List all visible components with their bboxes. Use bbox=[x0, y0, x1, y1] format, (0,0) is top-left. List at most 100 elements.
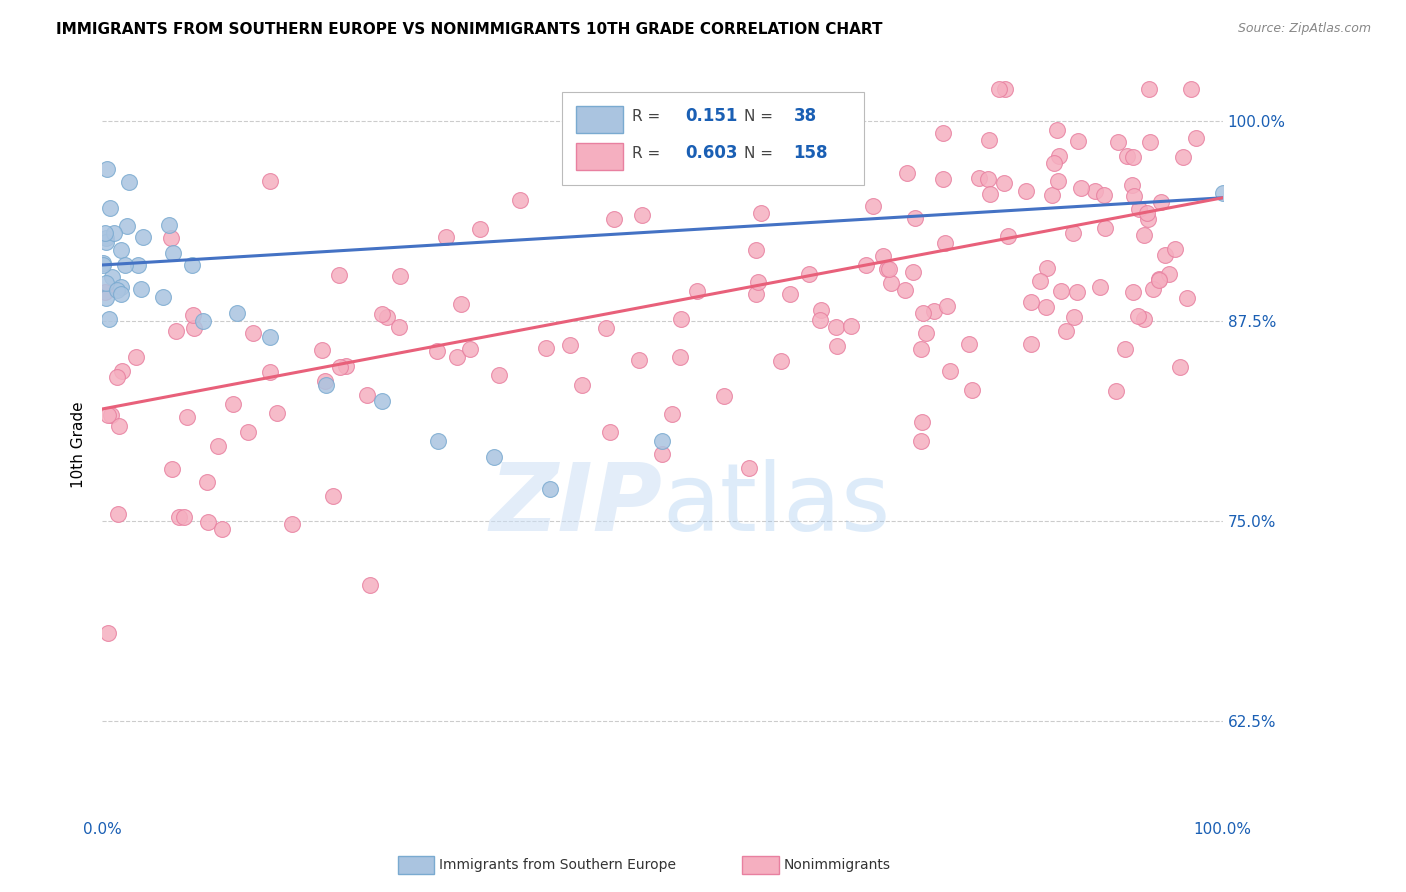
Point bbox=[1149, 194, 1171, 209]
Text: N =: N = bbox=[744, 145, 773, 161]
Point bbox=[446, 350, 468, 364]
Point bbox=[458, 342, 481, 356]
Point bbox=[1090, 279, 1112, 293]
Point bbox=[100, 270, 122, 285]
Point bbox=[977, 133, 1000, 147]
Point bbox=[356, 388, 378, 402]
Point bbox=[388, 268, 411, 283]
Point bbox=[180, 258, 202, 272]
Point bbox=[1137, 82, 1160, 96]
Point bbox=[876, 262, 898, 277]
Point bbox=[934, 236, 956, 251]
Point bbox=[1066, 285, 1088, 299]
Point bbox=[957, 337, 980, 351]
Text: IMMIGRANTS FROM SOUTHERN EUROPE VS NONIMMIGRANTS 10TH GRADE CORRELATION CHART: IMMIGRANTS FROM SOUTHERN EUROPE VS NONIM… bbox=[56, 22, 883, 37]
Point bbox=[375, 310, 398, 324]
Point bbox=[1067, 134, 1090, 148]
Point bbox=[281, 517, 304, 532]
Text: 0.151: 0.151 bbox=[685, 107, 737, 125]
Point bbox=[335, 359, 357, 374]
Text: Source: ZipAtlas.com: Source: ZipAtlas.com bbox=[1237, 22, 1371, 36]
Point bbox=[159, 218, 181, 232]
Point bbox=[914, 326, 936, 341]
Point bbox=[236, 425, 259, 440]
Point bbox=[434, 229, 457, 244]
Point bbox=[993, 176, 1015, 190]
Point bbox=[98, 312, 121, 326]
Point bbox=[160, 462, 183, 476]
Point bbox=[93, 256, 115, 270]
Point bbox=[894, 283, 917, 297]
Point bbox=[242, 326, 264, 340]
Point bbox=[1036, 260, 1059, 275]
Point bbox=[165, 324, 187, 338]
Point bbox=[651, 447, 673, 461]
Point bbox=[1175, 291, 1198, 305]
Point bbox=[1128, 202, 1150, 216]
Point bbox=[107, 418, 129, 433]
Point bbox=[1105, 384, 1128, 398]
Point bbox=[720, 152, 742, 166]
Point bbox=[1168, 359, 1191, 374]
Point bbox=[799, 268, 821, 282]
Point bbox=[1028, 274, 1050, 288]
Point bbox=[987, 82, 1010, 96]
Point bbox=[896, 166, 918, 180]
Point bbox=[903, 265, 925, 279]
Point bbox=[96, 161, 118, 176]
Point bbox=[1147, 272, 1170, 286]
Point bbox=[94, 231, 117, 245]
Point bbox=[222, 397, 245, 411]
Point bbox=[1114, 342, 1136, 356]
Point bbox=[388, 320, 411, 334]
Point bbox=[1133, 312, 1156, 326]
Point bbox=[183, 321, 205, 335]
Point bbox=[1107, 136, 1129, 150]
Point bbox=[877, 262, 900, 277]
Point bbox=[935, 299, 957, 313]
Text: Immigrants from Southern Europe: Immigrants from Southern Europe bbox=[439, 858, 676, 872]
Point bbox=[197, 515, 219, 529]
Text: 0.603: 0.603 bbox=[685, 145, 737, 162]
Point bbox=[1054, 324, 1077, 338]
Point bbox=[176, 410, 198, 425]
Point bbox=[1046, 174, 1069, 188]
Point bbox=[1136, 211, 1159, 226]
Point bbox=[1021, 294, 1043, 309]
Point bbox=[669, 351, 692, 365]
Point bbox=[825, 339, 848, 353]
Point bbox=[1154, 248, 1177, 262]
Point bbox=[779, 286, 801, 301]
Text: Nonimmigrants: Nonimmigrants bbox=[783, 858, 890, 872]
Point bbox=[1043, 156, 1066, 170]
Point bbox=[484, 450, 506, 464]
Point bbox=[538, 482, 561, 496]
Point bbox=[810, 302, 832, 317]
Point bbox=[266, 406, 288, 420]
Point bbox=[810, 313, 832, 327]
Point bbox=[939, 364, 962, 378]
Point bbox=[1171, 150, 1194, 164]
Point bbox=[686, 285, 709, 299]
Point bbox=[770, 354, 793, 368]
Point bbox=[1015, 184, 1038, 198]
Point bbox=[651, 434, 673, 448]
Point bbox=[1122, 150, 1144, 164]
Point bbox=[669, 311, 692, 326]
Text: atlas: atlas bbox=[662, 458, 890, 550]
Text: R =: R = bbox=[633, 145, 661, 161]
Point bbox=[1139, 136, 1161, 150]
Point bbox=[922, 304, 945, 318]
Point bbox=[1164, 242, 1187, 256]
Point bbox=[96, 235, 118, 249]
Point bbox=[329, 360, 352, 375]
Point bbox=[1149, 272, 1171, 286]
Text: 38: 38 bbox=[793, 107, 817, 125]
Point bbox=[195, 475, 218, 489]
Point bbox=[152, 290, 174, 304]
Point bbox=[488, 368, 510, 383]
Point bbox=[259, 330, 281, 344]
Point bbox=[359, 578, 381, 592]
Point bbox=[115, 219, 138, 233]
Point bbox=[862, 199, 884, 213]
